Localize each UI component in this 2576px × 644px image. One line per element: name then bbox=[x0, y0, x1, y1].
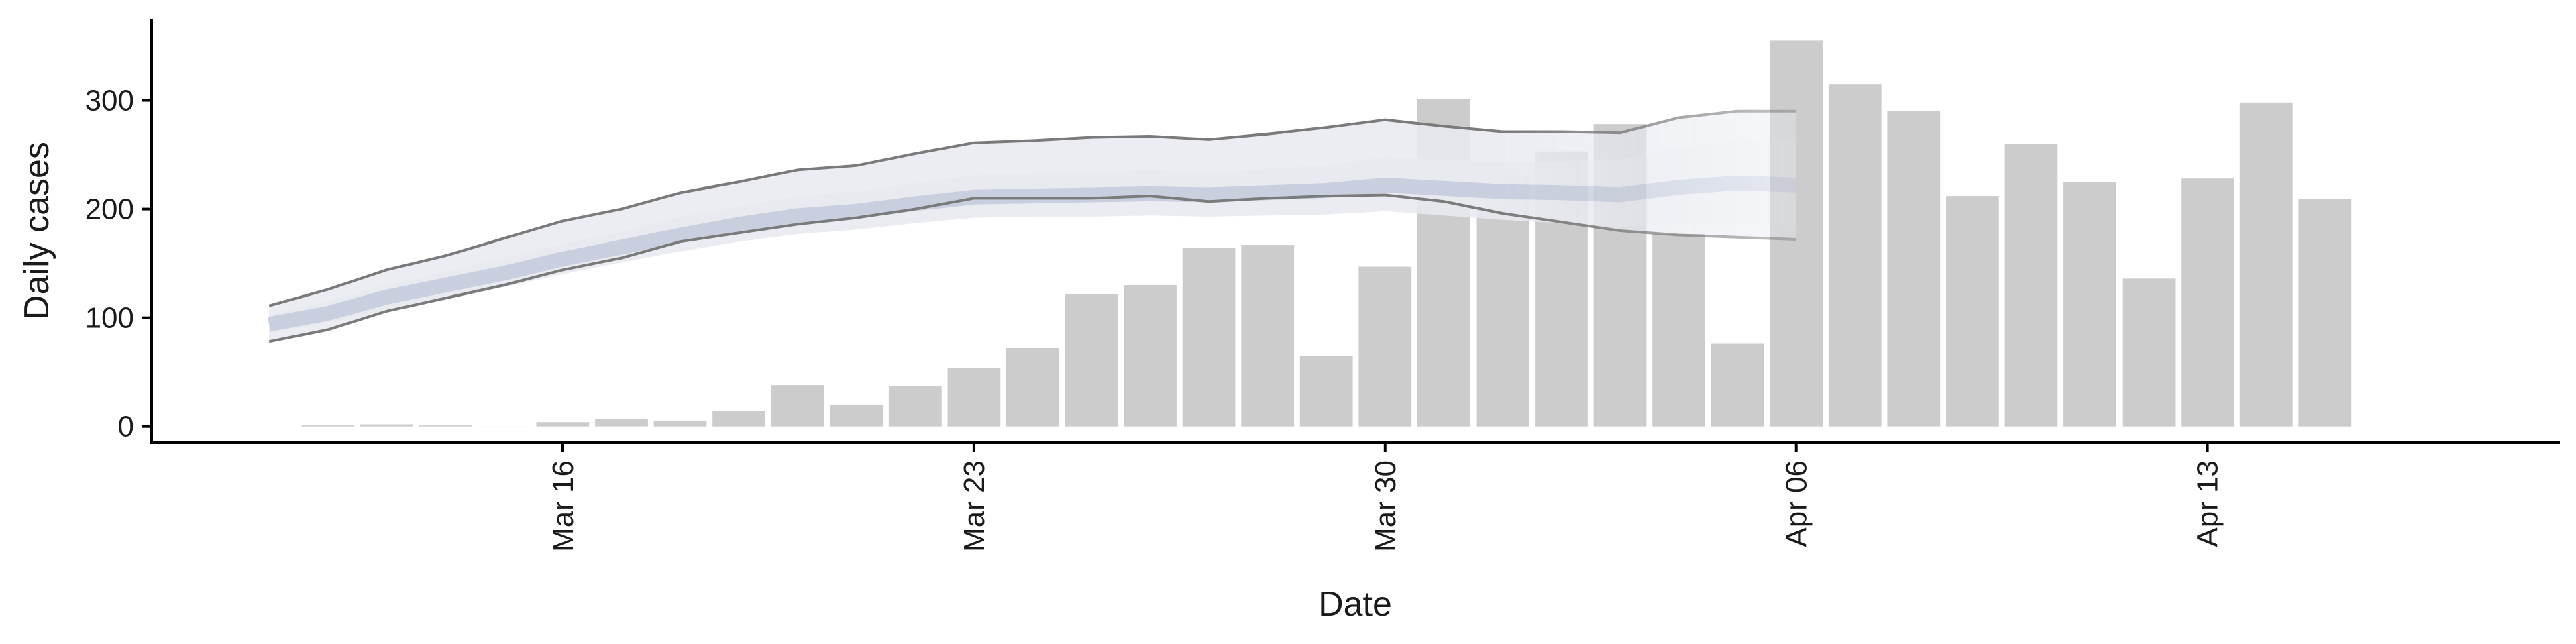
y-tick-label-100: 100 bbox=[85, 302, 134, 335]
bar-2020-03-29 bbox=[1299, 356, 1353, 427]
lower-bound-line bbox=[268, 193, 1796, 343]
bar-2020-04-13 bbox=[2181, 178, 2234, 427]
bar-2020-04-08 bbox=[1887, 111, 1941, 427]
estimate-group bbox=[268, 109, 1797, 343]
estimate-bands bbox=[268, 109, 1797, 343]
case-bars bbox=[301, 40, 2352, 427]
median-line bbox=[268, 175, 1797, 332]
bar-2020-03-28 bbox=[1241, 245, 1295, 427]
bar-2020-04-10 bbox=[2004, 144, 2058, 427]
upper-bound-line bbox=[268, 109, 1796, 307]
bar-2020-03-30 bbox=[1358, 266, 1412, 427]
bar-2020-04-04 bbox=[1652, 233, 1705, 427]
y-axis-title: Daily cases bbox=[17, 142, 56, 320]
x-tick-label-2020-03-16: Mar 16 bbox=[547, 460, 580, 552]
x-tick-label-2020-03-30: Mar 30 bbox=[1369, 460, 1402, 552]
bar-2020-03-23 bbox=[947, 368, 1001, 427]
bar-2020-04-09 bbox=[1946, 196, 1999, 427]
y-tick-label-300: 300 bbox=[85, 85, 134, 117]
bar-2020-03-26 bbox=[1124, 285, 1177, 427]
bar-2020-04-05 bbox=[1711, 343, 1764, 427]
x-axis-title: Date bbox=[1318, 585, 1392, 624]
bar-2020-03-21 bbox=[830, 405, 883, 427]
bar-2020-04-12 bbox=[2122, 278, 2176, 427]
bar-2020-03-17 bbox=[595, 419, 648, 427]
bar-2020-04-11 bbox=[2063, 182, 2116, 427]
bar-2020-03-12 bbox=[301, 425, 355, 427]
x-ticks: Mar 16 Mar 23 Mar 30 Apr 06 Apr 13 bbox=[547, 443, 2224, 552]
x-tick-label-2020-03-23: Mar 23 bbox=[958, 460, 991, 552]
bar-2020-04-14 bbox=[2239, 102, 2293, 427]
bar-2020-03-14 bbox=[419, 425, 472, 427]
x-tick-label-2020-04-06: Apr 06 bbox=[1780, 460, 1813, 547]
y-ticks: 0 100 200 300 bbox=[85, 85, 152, 443]
bar-2020-04-07 bbox=[1828, 84, 1882, 427]
bar-2020-03-18 bbox=[653, 421, 707, 427]
x-tick-label-2020-04-13: Apr 13 bbox=[2192, 460, 2224, 547]
y-tick-label-200: 200 bbox=[85, 193, 134, 226]
bar-2020-03-27 bbox=[1182, 248, 1236, 427]
bar-2020-03-25 bbox=[1065, 294, 1118, 427]
bar-2020-03-22 bbox=[888, 386, 942, 427]
bar-2020-03-19 bbox=[712, 411, 765, 427]
axes bbox=[150, 19, 2560, 444]
bar-2020-03-24 bbox=[1006, 348, 1059, 427]
bar-2020-03-20 bbox=[771, 385, 824, 427]
y-tick-label-0: 0 bbox=[118, 411, 134, 443]
bar-2020-03-13 bbox=[360, 424, 413, 427]
bar-2020-03-16 bbox=[536, 422, 590, 427]
bar-2020-04-15 bbox=[2298, 199, 2352, 427]
